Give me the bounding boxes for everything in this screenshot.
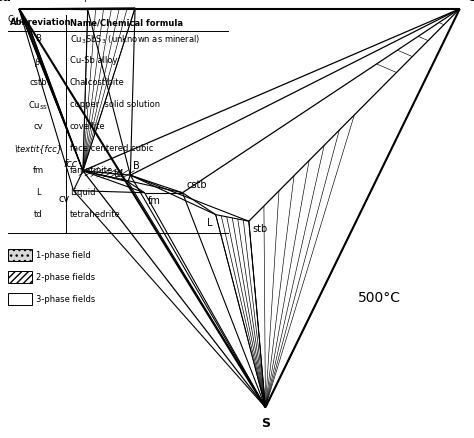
Text: famatinite: famatinite: [70, 166, 113, 175]
Text: Name/Chemical formula: Name/Chemical formula: [70, 18, 183, 27]
Text: stb: stb: [253, 224, 268, 234]
Text: Abbreviation: Abbreviation: [10, 18, 72, 27]
Text: Cu$_3$SbS$_3$ (unknown as mineral): Cu$_3$SbS$_3$ (unknown as mineral): [70, 34, 201, 46]
Text: fm: fm: [147, 196, 160, 206]
Text: Chalcostibite: Chalcostibite: [70, 78, 125, 87]
Text: S: S: [261, 417, 270, 431]
Text: \textit{fcc}: \textit{fcc}: [14, 144, 62, 153]
Bar: [8, 293, 32, 305]
Text: Cu: Cu: [0, 0, 11, 4]
Text: covellite: covellite: [70, 122, 106, 131]
Text: 1-phase field: 1-phase field: [36, 251, 91, 259]
Text: 3-phase fields: 3-phase fields: [36, 294, 95, 304]
Text: tetrahedrite: tetrahedrite: [70, 210, 121, 219]
Text: B: B: [35, 34, 41, 43]
Text: fcc: fcc: [64, 159, 78, 169]
Text: Cu$_{SS}$: Cu$_{SS}$: [7, 13, 28, 26]
Text: cv: cv: [33, 122, 43, 131]
Text: Cu-Sb alloy: Cu-Sb alloy: [70, 56, 118, 65]
Text: L: L: [36, 188, 40, 197]
Text: td: td: [34, 210, 42, 219]
Text: cstb: cstb: [186, 180, 207, 190]
Text: Sb: Sb: [468, 0, 474, 4]
Text: Liquid: Liquid: [70, 188, 95, 197]
Text: Cu$_{SS}$: Cu$_{SS}$: [28, 100, 48, 113]
Text: $\beta$: $\beta$: [35, 56, 42, 69]
Text: Cu$_2$Sb: Cu$_2$Sb: [141, 0, 168, 2]
Text: 2-phase fields: 2-phase fields: [36, 272, 95, 282]
Text: $\beta$: $\beta$: [84, 0, 91, 4]
Text: copper  solid solution: copper solid solution: [70, 100, 160, 109]
Text: 500°C: 500°C: [358, 291, 401, 305]
Text: cv: cv: [58, 194, 70, 204]
Text: td: td: [114, 169, 124, 179]
Text: B: B: [133, 161, 140, 171]
Text: fm: fm: [32, 166, 44, 175]
Text: face centered cubic: face centered cubic: [70, 144, 154, 153]
Bar: [8, 249, 32, 261]
Bar: [8, 271, 32, 283]
Text: L: L: [207, 218, 213, 228]
Text: cstb: cstb: [29, 78, 47, 87]
